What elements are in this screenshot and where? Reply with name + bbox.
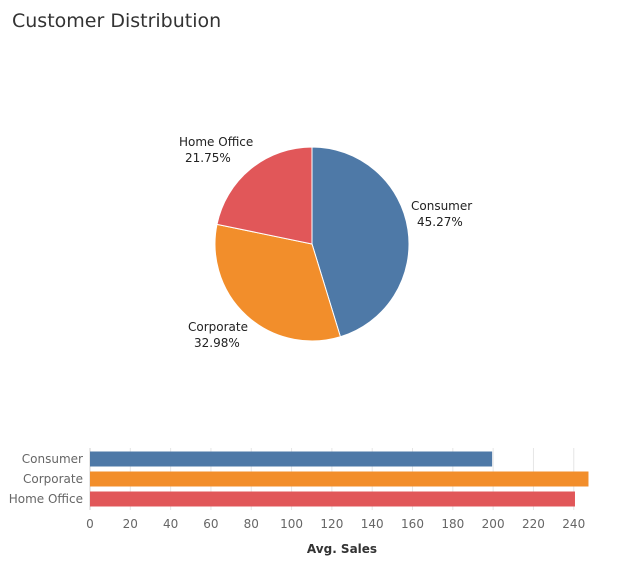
x-tick-label: 20 (123, 517, 138, 531)
x-tick-label: 240 (562, 517, 585, 531)
pie-chart: Consumer 45.27% Corporate 32.98% Home Office… (179, 135, 472, 350)
x-tick-label: 140 (361, 517, 384, 531)
bar-chart: 0 20 40 60 80 100 120 140 160 180 200 220 240 Consume… (9, 448, 589, 556)
pie-slice-home-office[interactable] (216, 146, 313, 245)
category-label: Corporate (23, 472, 83, 486)
x-tick-label: 60 (203, 517, 218, 531)
category-label: Consumer (22, 452, 83, 466)
x-tick-label: 200 (482, 517, 505, 531)
x-tick-label: 40 (163, 517, 178, 531)
bar-corporate[interactable] (90, 471, 589, 487)
bar-home-office[interactable] (90, 491, 575, 507)
x-tick-label: 180 (441, 517, 464, 531)
x-tick-label: 220 (522, 517, 545, 531)
chart-title: Customer Distribution (12, 10, 222, 32)
category-label: Home Office (9, 492, 83, 506)
x-tick-label: 80 (244, 517, 259, 531)
pie-label-value: 21.75% (185, 151, 231, 165)
x-tick-label: 160 (401, 517, 424, 531)
pie-label-name: Home Office (179, 135, 253, 149)
pie-label-value: 32.98% (194, 336, 240, 350)
pie-label-name: Corporate (188, 320, 248, 334)
pie-slice-consumer[interactable] (311, 146, 410, 338)
pie-label-value: 45.27% (417, 215, 463, 229)
pie-slice-corporate[interactable] (214, 223, 342, 342)
x-tick-label: 0 (86, 517, 94, 531)
bar-consumer[interactable] (90, 451, 493, 467)
x-tick-label: 120 (320, 517, 343, 531)
x-tick-label: 100 (280, 517, 303, 531)
x-axis-title: Avg. Sales (307, 542, 377, 556)
pie-label-name: Consumer (411, 199, 472, 213)
